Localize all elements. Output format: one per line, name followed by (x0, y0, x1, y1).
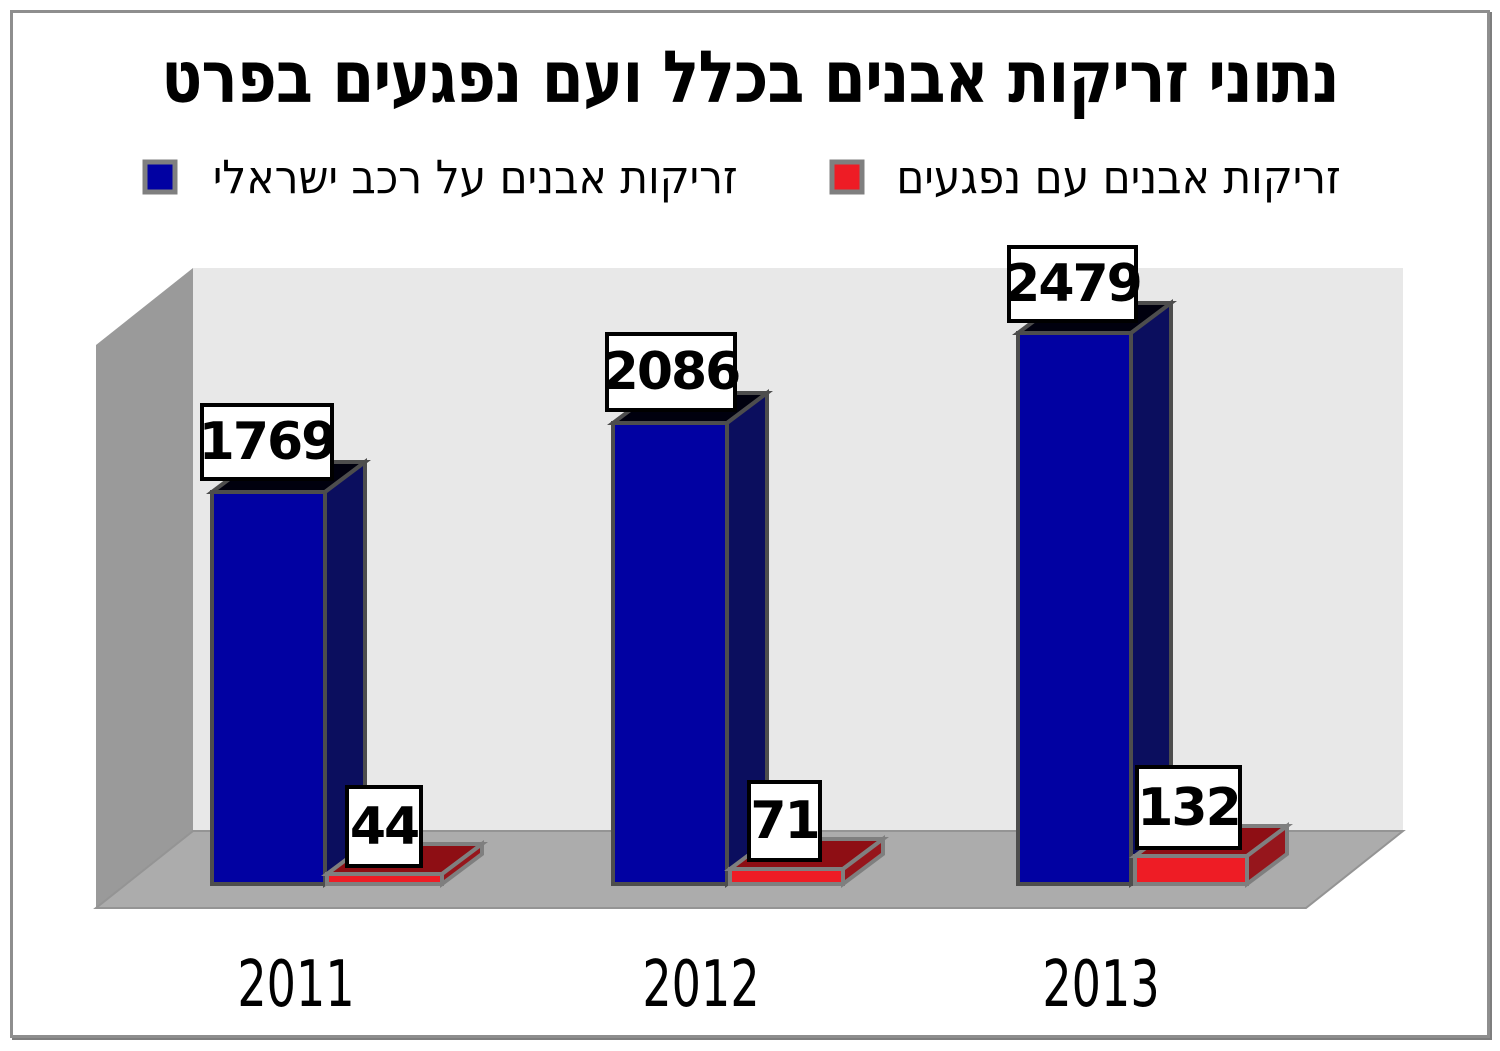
bar-2013-casualties-front (1133, 854, 1249, 886)
bar-2013-total-front (1016, 331, 1133, 886)
chart-frame (10, 10, 1490, 1038)
legend-swatch-red-icon (829, 159, 865, 195)
bar-2012-casualties-front (728, 867, 845, 886)
legend-swatch-blue-fill (142, 159, 178, 195)
bar-2012-total-front (611, 421, 729, 886)
axis-label-2013: 2013 (1042, 948, 1160, 1022)
data-label-2011-casualties: 44 (345, 785, 423, 868)
bar-2011-total-front (210, 490, 327, 886)
data-label-2012-casualties: 71 (747, 780, 822, 862)
data-label-2012-total: 2086 (603, 332, 741, 412)
legend-swatch-blue-icon (142, 159, 178, 195)
data-label-2013-casualties: 132 (1135, 765, 1242, 850)
axis-label-2012: 2012 (642, 948, 760, 1022)
data-label-2013-total: 2479 (1004, 245, 1143, 323)
data-label-2011-total: 1769 (199, 403, 337, 481)
legend-item-stone-throwing-total: זריקות אבנים על רכב ישראלי (140, 150, 761, 204)
legend-label-casualties: זריקות אבנים עם נפגעים (896, 150, 1341, 204)
legend-label-total: זריקות אבנים על רכב ישראלי (213, 150, 738, 204)
legend: זריקות אבנים על רכב ישראלי זריקות אבנים … (0, 150, 1500, 204)
legend-swatch-red-fill (829, 159, 865, 195)
chart-title: נתוני זריקות אבנים בכלל ועם נפגעים בפרט (161, 35, 1339, 119)
bar-2011-casualties-front (325, 872, 444, 886)
chart-back-wall (193, 268, 1403, 831)
axis-label-2011: 2011 (237, 948, 355, 1022)
legend-item-stone-throwing-casualties: זריקות אבנים עם נפגעים (827, 150, 1360, 204)
chart-left-wall (96, 268, 193, 908)
